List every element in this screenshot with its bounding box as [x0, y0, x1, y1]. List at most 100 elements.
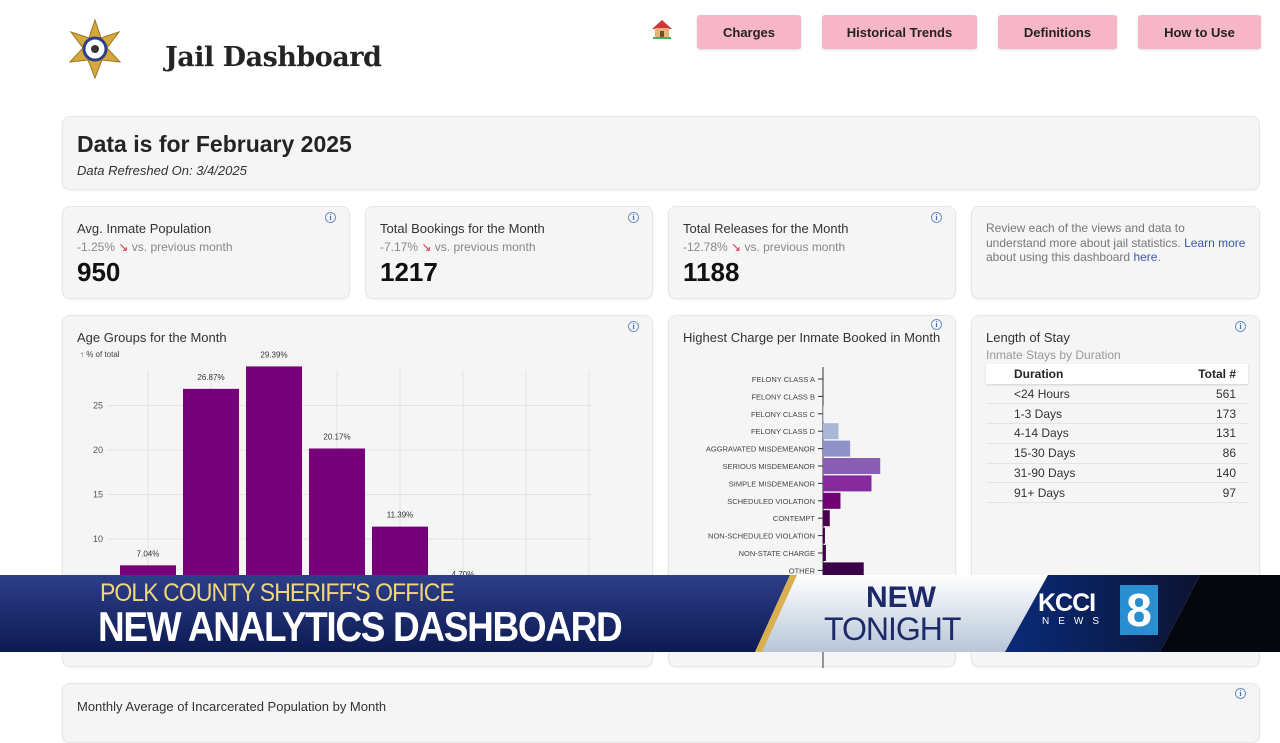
los-title: Length of Stay — [986, 330, 1070, 345]
age-chart-title: Age Groups for the Month — [77, 330, 227, 345]
down-arrow-icon: ↘ — [421, 240, 432, 254]
category-label: NON-STATE CHARGE — [739, 549, 815, 558]
los-total: 561 — [1154, 384, 1248, 405]
los-duration: 15-30 Days — [986, 443, 1155, 464]
info-icon[interactable]: i — [931, 319, 942, 330]
los-total: 173 — [1154, 403, 1248, 425]
col-total[interactable]: Total # — [1198, 367, 1236, 381]
category-label: FELONY CLASS B — [751, 392, 815, 401]
info-icon[interactable]: i — [1235, 321, 1246, 332]
monthly-chart-title: Monthly Average of Incarcerated Populati… — [77, 699, 387, 714]
nav-how-to-use-button[interactable]: How to Use — [1138, 15, 1261, 49]
los-total: 97 — [1154, 482, 1248, 504]
category-label: FELONY CLASS A — [752, 375, 815, 384]
los-subtitle: Inmate Stays by Duration — [986, 348, 1121, 362]
charges-chart-title: Highest Charge per Inmate Booked in Mont… — [683, 330, 941, 345]
station-sub: NEWS — [1042, 616, 1108, 627]
delta-value: -7.17% — [380, 240, 419, 254]
y-tick-label: 15 — [93, 490, 103, 500]
help-card: Review each of the views and data to und… — [971, 206, 1260, 299]
los-table: Duration Total # <24 Hours 561 1-3 Days 173… — [986, 364, 1248, 504]
help-text-1: Review each of the views and data to und… — [986, 221, 1185, 250]
charge-bar — [823, 562, 864, 579]
down-arrow-icon: ↘ — [731, 240, 742, 254]
sheriff-badge-logo — [64, 18, 126, 80]
info-icon[interactable]: i — [931, 212, 942, 223]
los-duration: <24 Hours — [986, 384, 1155, 405]
category-label: AGGRAVATED MISDEMEANOR — [706, 445, 816, 454]
delta-label: vs. previous month — [744, 240, 846, 254]
nav-historical-trends-button[interactable]: Historical Trends — [822, 15, 977, 49]
age-bar-label: 29.39% — [260, 350, 287, 359]
banner-kicker: POLK COUNTY SHERIFF'S OFFICE — [100, 579, 455, 607]
los-duration: 4-14 Days — [986, 423, 1155, 444]
col-duration[interactable]: Duration — [1014, 367, 1064, 381]
category-label: CONTEMPT — [773, 514, 816, 523]
los-row: 4-14 Days 131 — [986, 423, 1248, 444]
help-text-3: . — [1157, 250, 1161, 264]
charge-bar — [823, 545, 826, 561]
channel-number: 8 — [1120, 585, 1158, 635]
new-tag: NEW — [866, 581, 936, 614]
kpi-card-bookings: i Total Bookings for the Month -7.17% ↘ … — [365, 206, 653, 299]
category-label: FELONY CLASS C — [751, 410, 816, 419]
refresh-date: Data Refreshed On: 3/4/2025 — [77, 163, 247, 178]
kpi-delta: -1.25% ↘ vs. previous month — [77, 240, 233, 254]
info-icon[interactable]: i — [325, 212, 336, 223]
los-duration: 91+ Days — [986, 482, 1155, 504]
station-name: KCCI — [1038, 589, 1096, 617]
nav-charges-button[interactable]: Charges — [697, 15, 801, 49]
charge-bar — [823, 492, 841, 509]
period-title: Data is for February 2025 — [77, 131, 352, 157]
category-label: OTHER — [789, 566, 816, 575]
age-bar-label: 11.39% — [387, 511, 414, 520]
here-link[interactable]: here — [1133, 250, 1158, 264]
category-label: SIMPLE MISDEMEANOR — [729, 479, 816, 488]
los-row: 15-30 Days 86 — [986, 443, 1248, 464]
kcci-logo: KCCI NEWS 8 — [1038, 585, 1163, 639]
info-icon[interactable]: i — [628, 212, 639, 223]
page-title: Jail Dashboard — [165, 42, 382, 73]
delta-label: vs. previous month — [434, 240, 536, 254]
los-duration: 1-3 Days — [986, 403, 1155, 425]
los-row: <24 Hours 561 — [986, 384, 1248, 405]
age-bar-label: 4.70% — [452, 570, 475, 579]
y-tick-label: 25 — [93, 401, 103, 411]
y-tick-label: 10 — [93, 534, 103, 544]
category-label: NON-SCHEDULED VIOLATION — [708, 532, 815, 541]
age-bar-label: 26.87% — [197, 373, 224, 382]
charge-bar — [823, 510, 830, 527]
kpi-value: 1188 — [683, 257, 740, 287]
monthly-population-card: i Monthly Average of Incarcerated Popula… — [62, 683, 1260, 743]
age-chart-ylabel: ↑ % of total — [80, 350, 120, 359]
los-row: 31-90 Days 140 — [986, 463, 1248, 484]
news-lower-third: POLK COUNTY SHERIFF'S OFFICE NEW ANALYTI… — [0, 575, 1280, 652]
tonight-tag: TONIGHT — [824, 611, 961, 647]
kpi-title: Total Bookings for the Month — [380, 221, 545, 236]
kpi-title: Avg. Inmate Population — [77, 221, 212, 236]
category-label: SERIOUS MISDEMEANOR — [722, 462, 815, 471]
charge-bar — [823, 527, 825, 544]
los-total: 140 — [1154, 463, 1248, 484]
down-arrow-icon: ↘ — [118, 240, 129, 254]
period-card: Data is for February 2025 Data Refreshed… — [62, 116, 1260, 190]
nav-definitions-button[interactable]: Definitions — [998, 15, 1117, 49]
charges-chart: FELONY CLASS A FELONY CLASS B FELONY CLASS… — [706, 367, 881, 668]
category-label: FELONY CLASS D — [751, 427, 816, 436]
kpi-value: 950 — [77, 257, 121, 287]
category-label: SCHEDULED VIOLATION — [727, 497, 815, 506]
age-bar-label: 20.17% — [323, 432, 350, 441]
los-duration: 31-90 Days — [986, 463, 1155, 484]
info-icon[interactable]: i — [628, 321, 639, 332]
help-text: Review each of the views and data to und… — [986, 221, 1246, 265]
kpi-card-population: i Avg. Inmate Population -1.25% ↘ vs. pr… — [62, 206, 350, 299]
learn-more-link[interactable]: Learn more — [1184, 235, 1246, 250]
house-icon[interactable] — [651, 18, 673, 40]
banner-headline: NEW ANALYTICS DASHBOARD — [98, 603, 623, 650]
los-row: 1-3 Days 173 — [986, 403, 1248, 425]
charge-bar — [823, 458, 881, 474]
help-text-2: about using this dashboard — [986, 250, 1134, 264]
info-icon[interactable]: i — [1235, 688, 1246, 699]
age-bar-label: 7.04% — [137, 549, 160, 558]
los-total: 86 — [1154, 443, 1248, 464]
